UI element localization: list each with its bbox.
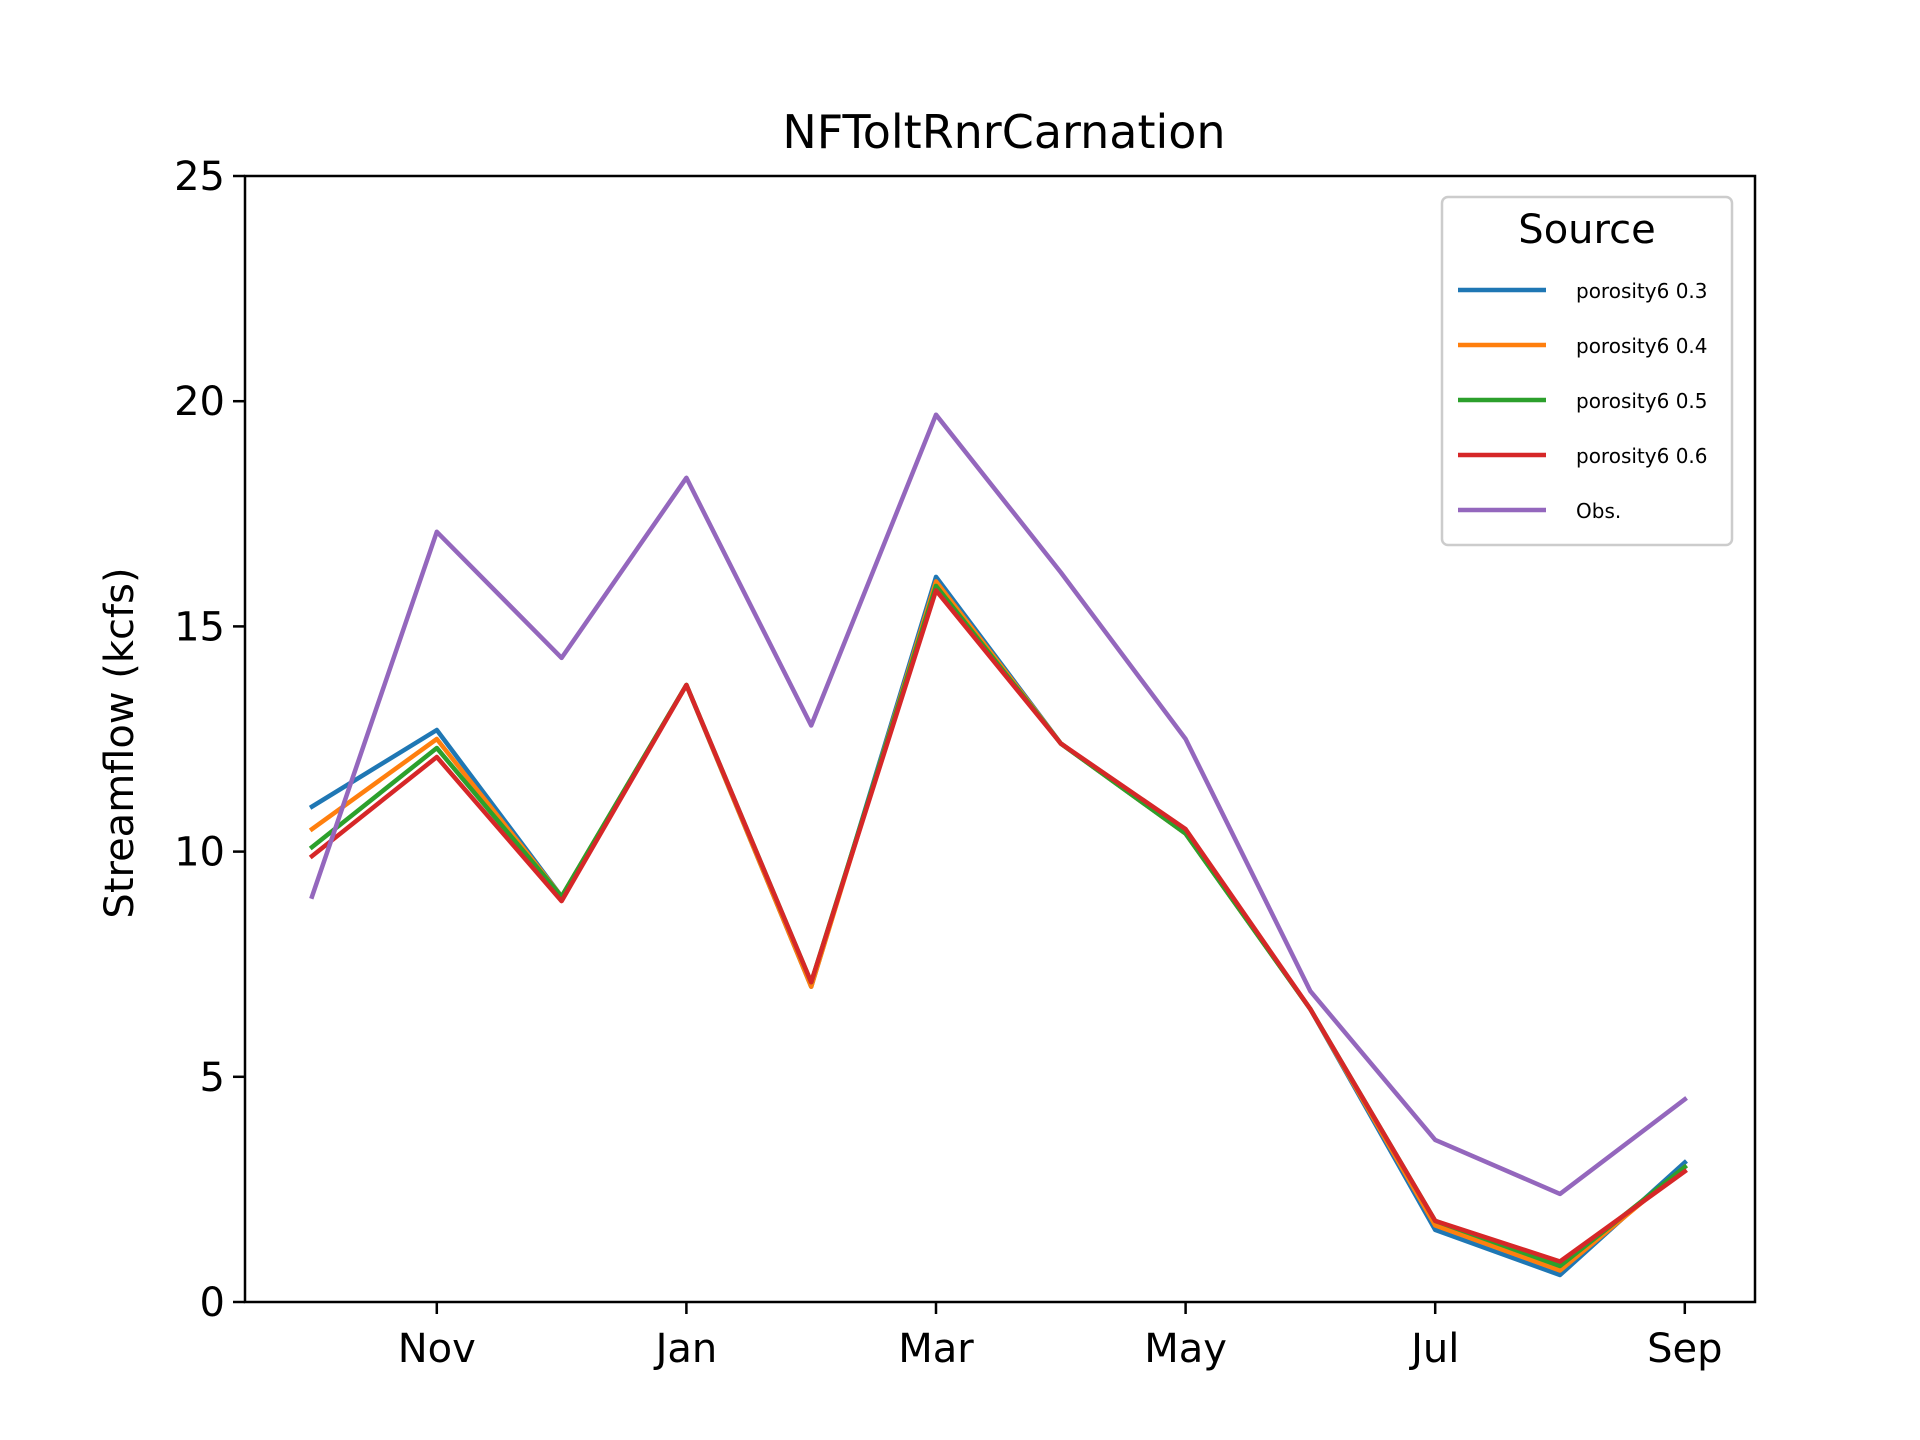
plot-frame	[243, 174, 1757, 1304]
x-tick-label: Mar	[898, 1326, 974, 1372]
legend-title: Source	[1518, 207, 1655, 253]
legend-label: porosity6 0.4	[1576, 334, 1708, 358]
series-line-porosity6-0-3	[308, 574, 1688, 1278]
series-line-porosity6-0-5	[308, 583, 1688, 1269]
y-tick-label: 20	[174, 379, 225, 425]
x-tick-label: Jan	[653, 1326, 718, 1372]
y-tick-label: 10	[174, 830, 225, 876]
series-line-obs	[309, 412, 1688, 1197]
x-tick-label: Jul	[1408, 1326, 1459, 1372]
x-tick-label: Nov	[398, 1326, 476, 1372]
series-line-porosity6-0-6	[308, 588, 1688, 1264]
x-tick-label: Sep	[1647, 1326, 1722, 1372]
y-tick-label: 5	[200, 1055, 225, 1101]
plot-lines	[308, 412, 1688, 1278]
chart-title: NFToltRnrCarnation	[782, 105, 1225, 159]
y-axis-label: Streamflow (kcfs)	[97, 567, 143, 918]
legend-label: porosity6 0.5	[1576, 389, 1708, 413]
x-axis: Nov Jan Mar May Jul Sep	[398, 1302, 1722, 1372]
y-axis: 0 5 10 15 20 25	[174, 154, 245, 1326]
legend-label: porosity6 0.3	[1576, 279, 1708, 303]
legend-frame	[1440, 195, 1734, 547]
y-tick-label: 0	[200, 1280, 225, 1326]
x-tick-label: May	[1144, 1326, 1227, 1372]
series-line-porosity6-0-4	[308, 579, 1688, 1273]
y-tick-label: 15	[174, 604, 225, 650]
legend-label: Obs.	[1576, 499, 1621, 523]
legend-entries: porosity6 0.3 porosity6 0.4 porosity6 0.5 p…	[1458, 279, 1708, 523]
legend-label: porosity6 0.6	[1576, 444, 1708, 468]
y-tick-label: 25	[174, 154, 225, 200]
